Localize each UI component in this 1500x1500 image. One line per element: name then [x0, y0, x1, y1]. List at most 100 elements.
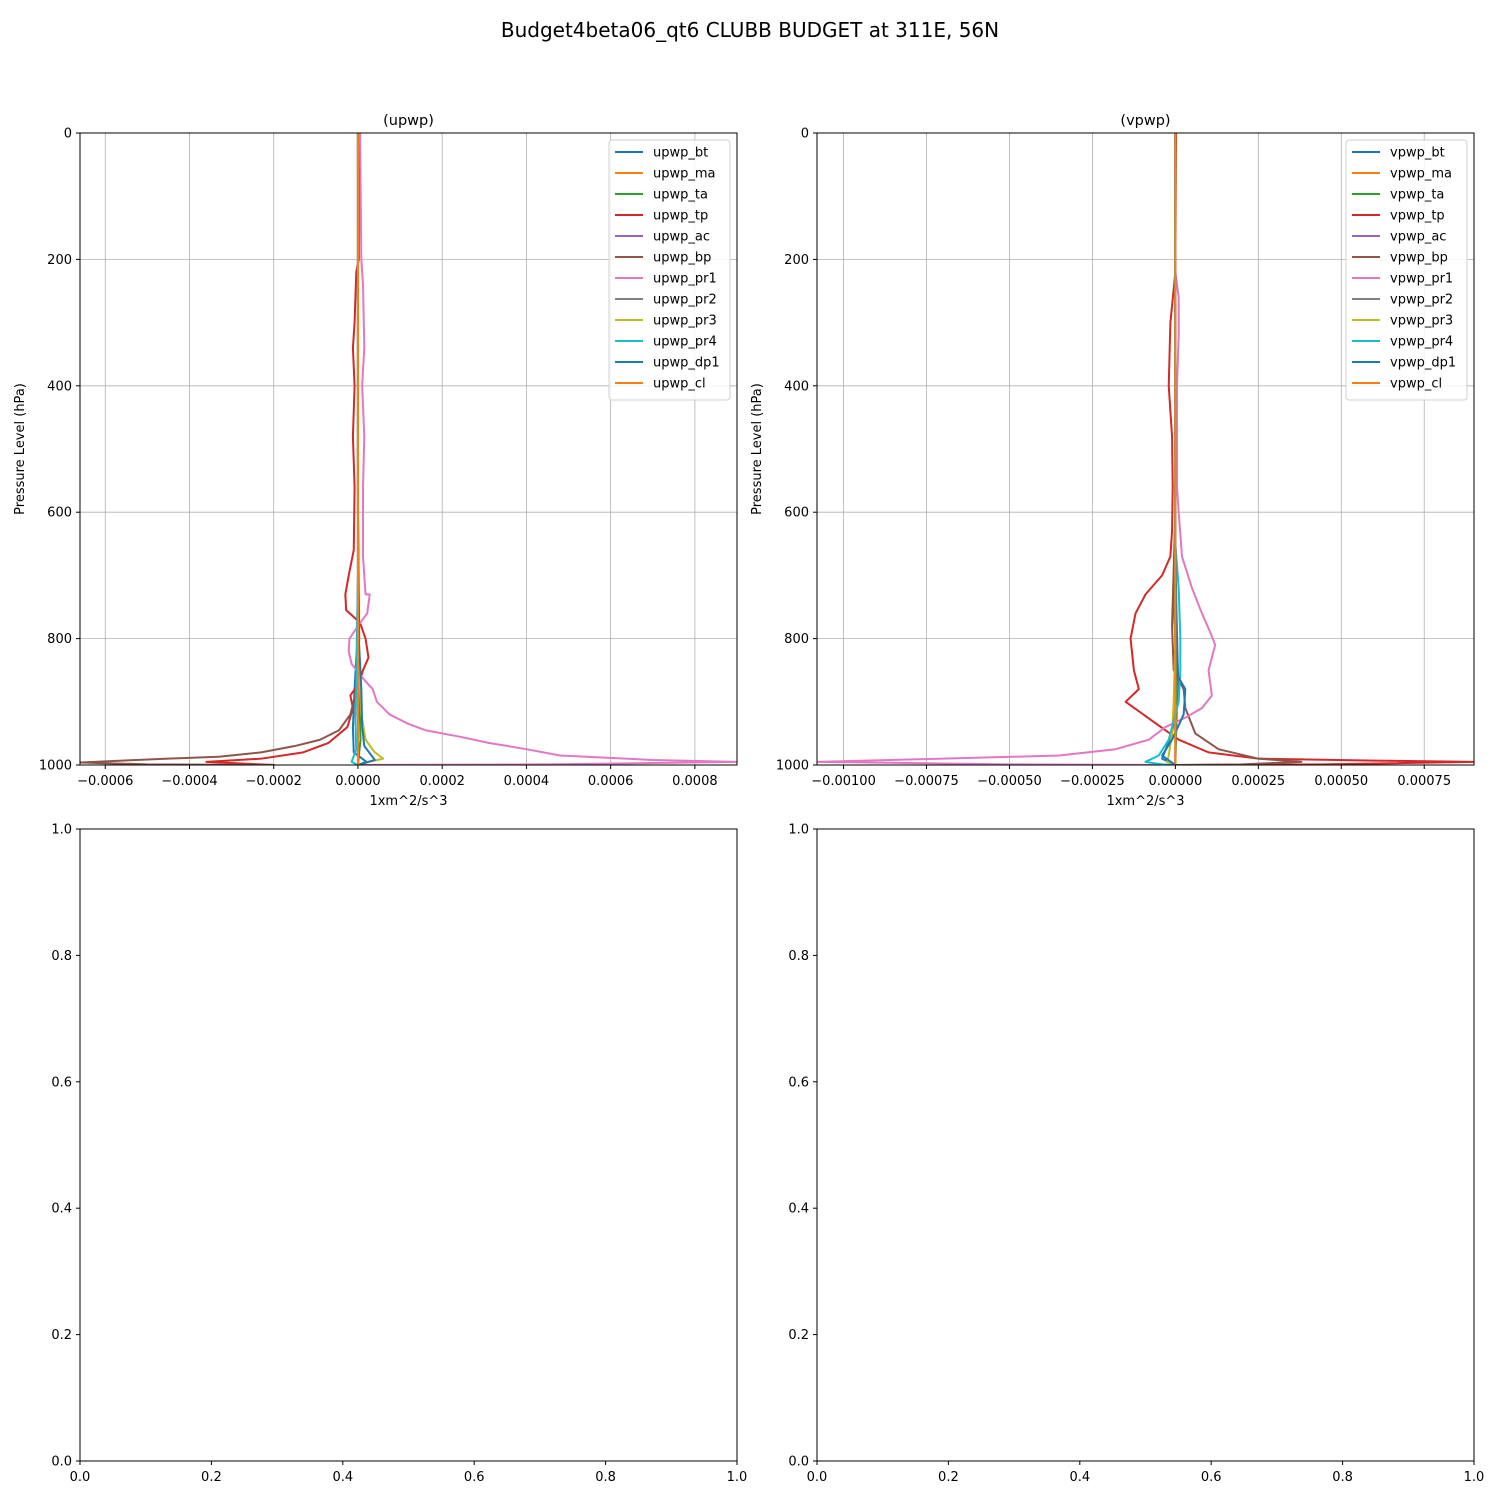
x-tick-label: −0.00025: [1060, 774, 1125, 789]
series-line-vpwp_pr3: [1166, 133, 1177, 765]
legend-entry: vpwp_cl: [1390, 377, 1442, 392]
y-tick-label: 0: [801, 127, 809, 142]
legend-entry: vpwp_bp: [1390, 251, 1448, 266]
legend-entry: vpwp_dp1: [1390, 356, 1456, 371]
legend-entry: upwp_cl: [653, 377, 706, 392]
x-axis-label: 1xm^2/s^3: [369, 794, 447, 809]
x-tick-label: 0.4: [1069, 1470, 1090, 1485]
legend-entry: upwp_bt: [653, 146, 708, 161]
series-line-vpwp_bp: [1171, 133, 1303, 765]
panel-2: −0.00100 −0.00075 −0.00050 −0.00025 0.00000 0…: [750, 113, 1475, 809]
panel-title: (vpwp): [1120, 113, 1170, 129]
series-line-vpwp_tp: [1124, 133, 1474, 765]
legend-entry: upwp_bp: [653, 251, 711, 266]
legend-entry: vpwp_ma: [1390, 167, 1452, 182]
x-tick-label: 0.00000: [1148, 774, 1202, 789]
legend-entry: upwp_ac: [653, 230, 710, 245]
plot-frame: [79, 828, 738, 1462]
x-tick-label: 0.6: [1201, 1470, 1222, 1485]
x-tick-label: −0.0004: [161, 774, 217, 789]
series-line-vpwp_pr1: [817, 133, 1217, 765]
legend-entry: upwp_ma: [653, 167, 716, 182]
plot-frame: [79, 132, 738, 766]
y-tick-label: 800: [784, 632, 809, 647]
x-tick-label: 0.0: [807, 1470, 828, 1485]
legend-entry: upwp_pr2: [653, 293, 717, 308]
x-tick-label: 1.0: [1464, 1470, 1485, 1485]
x-tick-label: 0.2: [201, 1470, 222, 1485]
y-tick-label: 0.0: [788, 1455, 809, 1470]
y-tick-label: 400: [784, 379, 809, 394]
legend-entry: upwp_dp1: [653, 356, 720, 371]
x-tick-label: 0.8: [1332, 1470, 1353, 1485]
y-tick-label: 600: [47, 506, 72, 521]
legend-entry: vpwp_ac: [1390, 230, 1446, 245]
x-axis-label: 1xm^2/s^3: [1106, 794, 1184, 809]
y-tick-label: 0.0: [51, 1455, 72, 1470]
y-tick-label: 200: [784, 253, 809, 268]
figure-title: Budget4beta06_qt6 CLUBB BUDGET at 311E, …: [501, 18, 999, 42]
y-axis-label: Pressure Level (hPa): [13, 383, 28, 515]
x-tick-label: 0.00050: [1314, 774, 1368, 789]
x-tick-label: 0.6: [464, 1470, 485, 1485]
x-tick-label: 0.4: [332, 1470, 353, 1485]
x-tick-label: 0.0002: [419, 774, 465, 789]
legend-entry: vpwp_bt: [1390, 146, 1445, 161]
y-tick-label: 0.6: [788, 1075, 809, 1090]
y-tick-label: 200: [47, 253, 72, 268]
legend-box: [1345, 139, 1468, 401]
x-tick-label: −0.00050: [977, 774, 1042, 789]
x-tick-label: 1.0: [727, 1470, 748, 1485]
series-group: [80, 133, 737, 765]
x-tick-label: 0.0000: [335, 774, 381, 789]
series-line-upwp_tp: [205, 133, 370, 765]
y-tick-label: 0.4: [51, 1202, 72, 1217]
x-tick-label: −0.0002: [246, 774, 302, 789]
x-tick-label: −0.00100: [811, 774, 876, 789]
y-tick-label: 0.6: [51, 1075, 72, 1090]
y-tick-label: 0: [64, 127, 72, 142]
y-tick-label: 0.8: [788, 949, 809, 964]
y-tick-label: 800: [47, 632, 72, 647]
series-group: [817, 133, 1474, 765]
legend-entry: vpwp_ta: [1390, 188, 1444, 203]
panel-1: −0.0006 −0.0004 −0.0002 0.0000 0.0002 0.0004 0…: [13, 113, 738, 809]
x-tick-label: 0.0006: [588, 774, 634, 789]
legend: vpwp_bt vpwp_ma vpwp_ta vpwp_tp vpwp_ac vpwp_…: [1345, 139, 1468, 401]
legend-entry: vpwp_tp: [1390, 209, 1445, 224]
y-tick-label: 1000: [776, 759, 809, 774]
legend-entry: upwp_pr4: [653, 335, 717, 350]
x-tick-label: 0.00075: [1397, 774, 1451, 789]
legend-entry: vpwp_pr2: [1390, 293, 1453, 308]
x-tick-label: 0.0008: [672, 774, 718, 789]
x-tick-label: −0.00075: [894, 774, 959, 789]
y-axis-label: Pressure Level (hPa): [750, 383, 765, 515]
y-tick-label: 0.2: [788, 1328, 809, 1343]
panel-title: (upwp): [383, 113, 434, 129]
legend-entry: vpwp_pr3: [1390, 314, 1453, 329]
legend-entry: upwp_pr3: [653, 314, 717, 329]
y-tick-label: 1.0: [788, 823, 809, 838]
y-tick-label: 400: [47, 379, 72, 394]
plot-frame: [816, 132, 1475, 766]
x-tick-label: 0.0: [70, 1470, 91, 1485]
x-tick-label: 0.8: [595, 1470, 616, 1485]
legend: upwp_bt upwp_ma upwp_ta upwp_tp upwp_ac upwp_…: [608, 139, 731, 401]
y-tick-label: 600: [784, 506, 809, 521]
series-line-vpwp_pr4: [1144, 133, 1182, 765]
y-tick-label: 0.2: [51, 1328, 72, 1343]
legend-entry: vpwp_pr1: [1390, 272, 1453, 287]
panel-3: 0.0 0.2 0.4 0.6 0.8 1.0 0.0 0.2 0.4 0.6 0.8 1.0: [51, 823, 747, 1486]
legend-entry: upwp_ta: [653, 188, 708, 203]
x-tick-label: 0.2: [938, 1470, 959, 1485]
y-tick-label: 0.8: [51, 949, 72, 964]
x-tick-label: 0.0004: [504, 774, 550, 789]
y-tick-label: 0.4: [788, 1202, 809, 1217]
plot-frame: [816, 828, 1475, 1462]
panel-4: 0.0 0.2 0.4 0.6 0.8 1.0 0.0 0.2 0.4 0.6 0.8 1.0: [788, 823, 1484, 1486]
y-tick-label: 1.0: [51, 823, 72, 838]
legend-entry: vpwp_pr4: [1390, 335, 1453, 350]
y-tick-label: 1000: [39, 759, 72, 774]
legend-entry: upwp_tp: [653, 209, 708, 224]
